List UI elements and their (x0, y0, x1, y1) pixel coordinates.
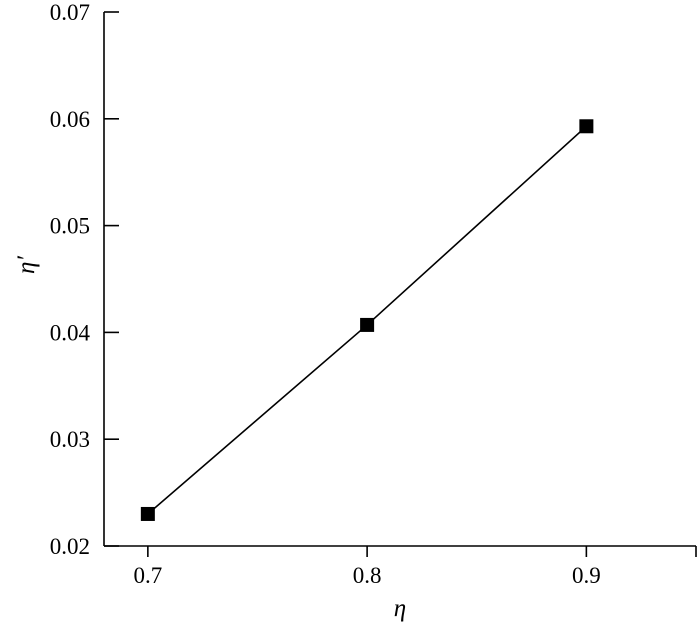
y-tick-label: 0.07 (50, 0, 90, 25)
y-tick-label: 0.02 (50, 534, 90, 559)
x-axis-ticks: 0.7 0.8 0.9 (133, 546, 601, 588)
data-point-marker (140, 506, 155, 521)
y-tick-label: 0.05 (50, 214, 90, 239)
x-tick-label: 0.7 (133, 563, 162, 588)
axes (103, 12, 697, 557)
x-axis-label: η (394, 595, 406, 622)
data-series (140, 119, 594, 521)
data-point-marker (360, 317, 375, 332)
y-tick-label: 0.03 (50, 427, 90, 452)
y-tick-label: 0.06 (50, 107, 90, 132)
y-axis-label: η′ (13, 256, 40, 274)
y-axis-ticks: 0.02 0.03 0.04 0.05 0.06 0.07 (50, 0, 119, 559)
y-tick-label: 0.04 (50, 320, 91, 345)
data-point-marker (579, 119, 594, 134)
x-tick-label: 0.9 (572, 563, 601, 588)
x-tick-label: 0.8 (353, 563, 382, 588)
